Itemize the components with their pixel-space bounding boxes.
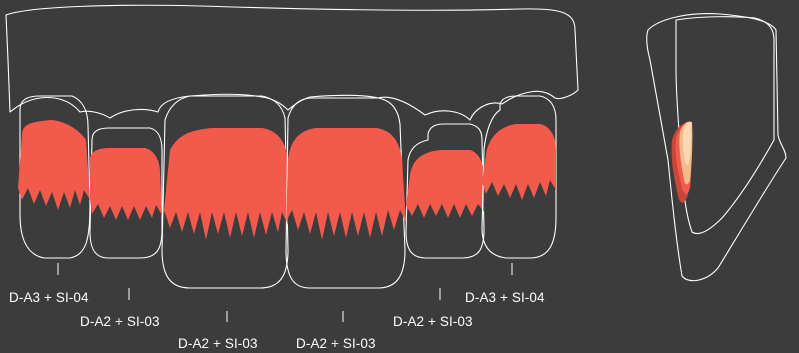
tooth-outline-3 xyxy=(161,95,289,289)
tooth-outline-1 xyxy=(19,95,91,259)
dentin-4 xyxy=(286,128,406,240)
tooth-outline-5 xyxy=(405,123,485,259)
tooth-outline-6 xyxy=(481,95,557,259)
tooth-outline-4 xyxy=(285,97,406,289)
shade-label-tooth-2: D-A2 + SI-03 xyxy=(80,314,160,329)
dentin-2 xyxy=(90,148,162,220)
gum-outline xyxy=(5,4,579,121)
dentin-1 xyxy=(18,120,90,210)
shade-label-tooth-1: D-A3 + SI-04 xyxy=(9,290,89,305)
shade-label-tooth-5: D-A2 + SI-03 xyxy=(393,314,473,329)
dentin-3 xyxy=(164,128,288,240)
shade-label-tooth-6: D-A3 + SI-04 xyxy=(465,290,545,305)
dentin-6 xyxy=(482,124,556,200)
sagittal-back-outline xyxy=(646,13,787,282)
shade-label-tooth-3: D-A2 + SI-03 xyxy=(178,336,258,351)
sagittal-enamel-incisal xyxy=(682,122,692,165)
dentin-5 xyxy=(406,150,484,218)
shade-label-tooth-4: D-A2 + SI-03 xyxy=(296,336,376,351)
